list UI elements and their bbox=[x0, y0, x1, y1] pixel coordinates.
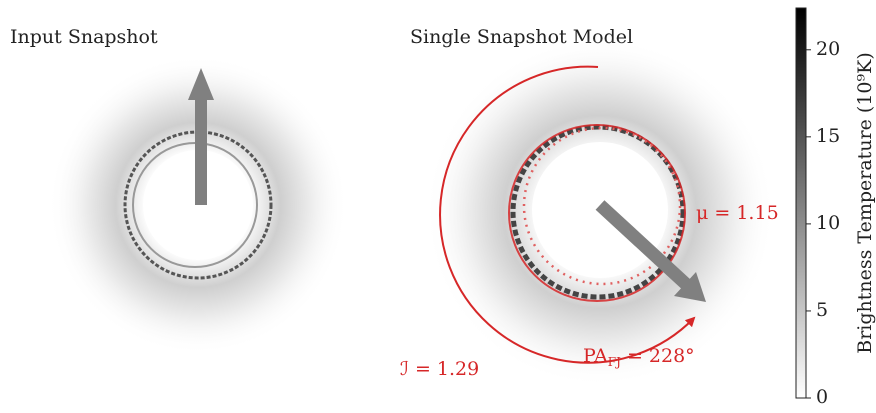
mu-label: μ = 1.15 bbox=[696, 202, 779, 224]
ring bbox=[510, 124, 686, 300]
arrow bbox=[595, 200, 693, 291]
pa-text: PA bbox=[583, 345, 608, 367]
colorbar-fill bbox=[795, 7, 807, 399]
arrow-head bbox=[674, 272, 706, 302]
colorbar-tick-label: 15 bbox=[816, 125, 840, 147]
pa-label: PAFJ = 228° bbox=[583, 345, 695, 369]
fit-circle bbox=[508, 124, 686, 302]
colorbar: 0 5 10 15 20 Brightness Temperature (10⁹K) bbox=[795, 7, 876, 408]
arrow-head bbox=[188, 68, 214, 100]
pa-arc bbox=[439, 65, 696, 364]
input-panel: Input Snapshot bbox=[10, 26, 348, 355]
colorbar-tick-label: 0 bbox=[816, 386, 828, 408]
colorbar-tick-label: 20 bbox=[816, 38, 840, 60]
pa-sub: FJ bbox=[608, 355, 621, 369]
colorbar-label: Brightness Temperature (10⁹K) bbox=[854, 52, 876, 354]
fit-circle-dotted bbox=[522, 126, 682, 286]
colorbar-tick-label: 10 bbox=[816, 212, 840, 234]
model-panel: Single Snapshot Model μ = 1.15 PAFJ = 22… bbox=[400, 26, 779, 387]
colorbar-tick-label: 5 bbox=[816, 299, 828, 321]
panel-title: Input Snapshot bbox=[10, 26, 158, 48]
i-label: ℐ = 1.29 bbox=[400, 358, 479, 380]
pa-rest: = 228° bbox=[621, 345, 695, 367]
